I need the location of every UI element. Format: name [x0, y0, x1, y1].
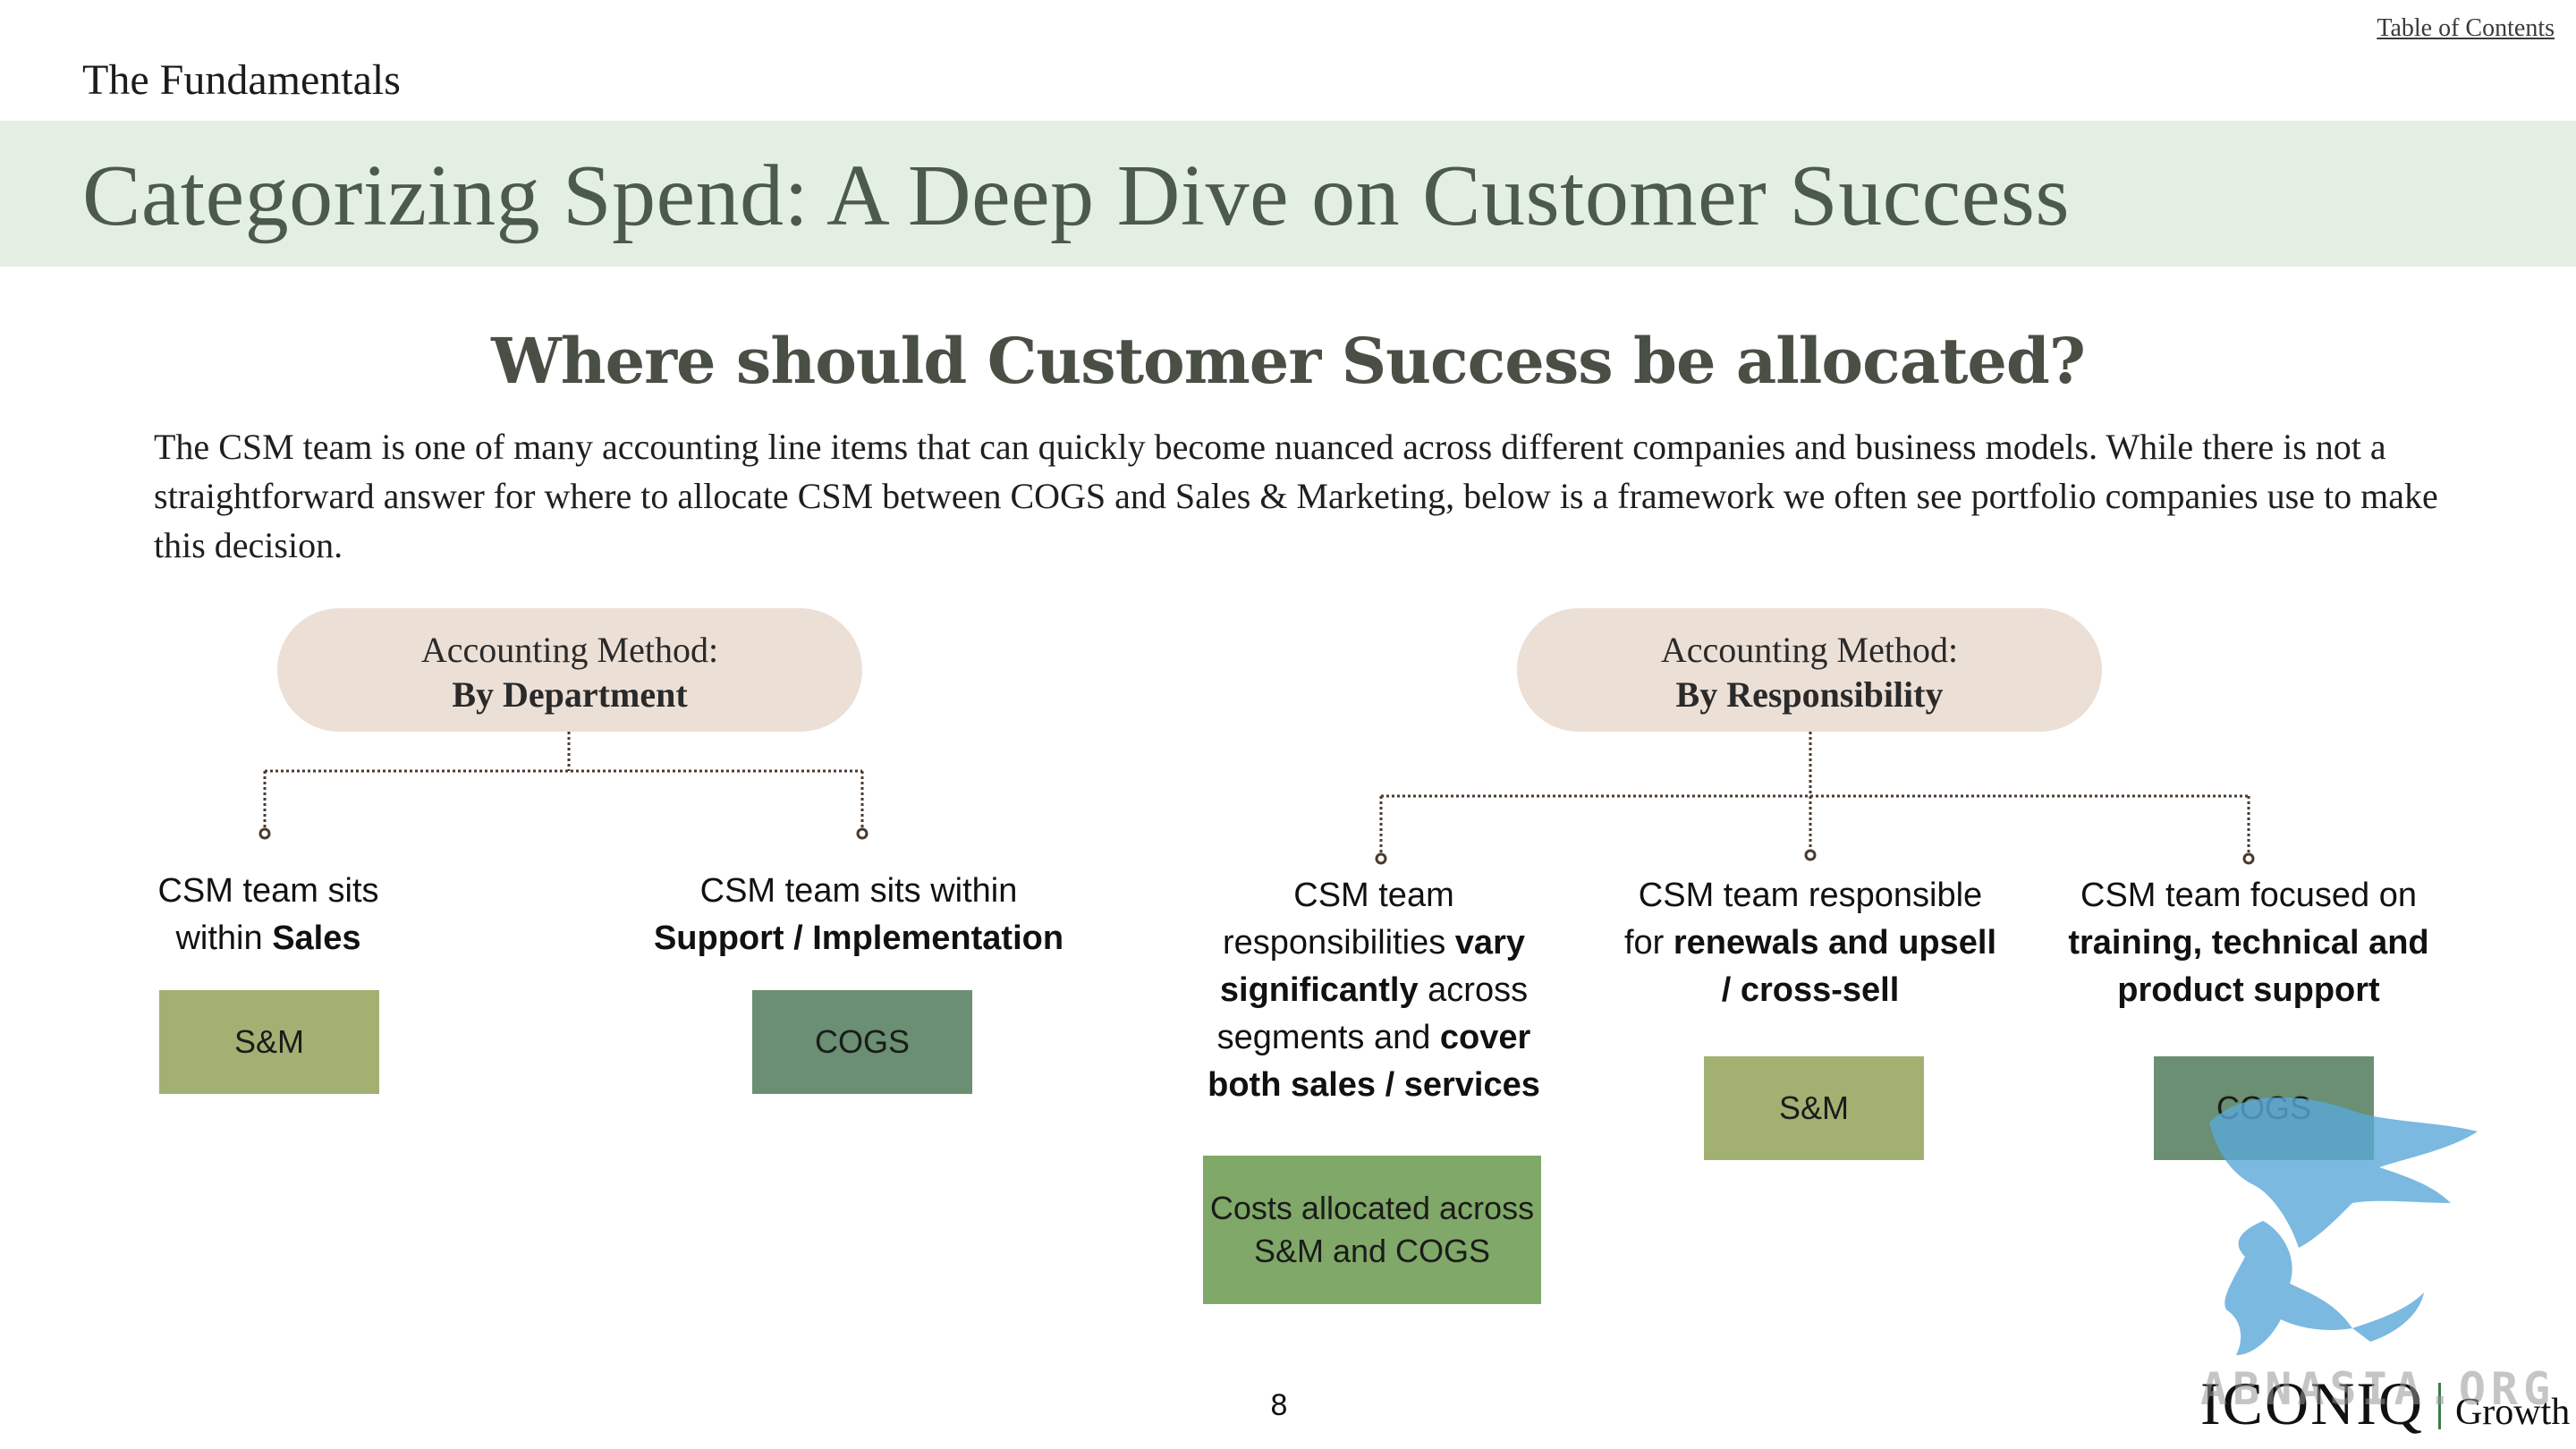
- csm-description-mixed: CSM team responsibilities vary significa…: [1208, 877, 1540, 1104]
- logo-brand: ICONIQ: [2200, 1369, 2424, 1437]
- iconiq-logo: ICONIQ Growth: [2200, 1368, 2570, 1439]
- cogs-tag: COGS: [752, 990, 972, 1094]
- csm-description-renewals: CSM team responsible for renewals and up…: [1623, 877, 1997, 1009]
- question-heading: Where should Customer Success be allocat…: [491, 324, 2086, 398]
- csm-description-support: CSM team sits within Support / Implement…: [653, 872, 1064, 957]
- method-label: Accounting Method:: [1660, 630, 1959, 670]
- page-number: 8: [1270, 1388, 1288, 1422]
- csm-description-sales: CSM team sits within Sales: [157, 872, 379, 957]
- method-label: Accounting Method:: [420, 630, 719, 670]
- csm-description-training: CSM team focused on training, technical …: [2068, 877, 2429, 1009]
- watermark-text: ABNASIA.ORG: [2200, 1363, 2556, 1415]
- section-label: The Fundamentals: [82, 56, 401, 104]
- title-band: Categorizing Spend: A Deep Dive on Custo…: [0, 121, 2576, 267]
- griffin-watermark-icon: [2209, 1097, 2478, 1355]
- page-title: Categorizing Spend: A Deep Dive on Custo…: [82, 148, 2070, 244]
- method-name: By Responsibility: [1675, 674, 1944, 715]
- connector-node: [258, 827, 271, 840]
- connector-node: [856, 827, 869, 840]
- table-of-contents-link[interactable]: Table of Contents: [2377, 14, 2555, 42]
- connector-node: [1375, 852, 1387, 865]
- sm-tag: S&M: [1704, 1056, 1924, 1160]
- method-name: By Department: [452, 674, 688, 715]
- connector-node: [2242, 852, 2255, 865]
- intro-paragraph: The CSM team is one of many accounting l…: [154, 427, 2438, 565]
- logo-sub: Growth: [2454, 1392, 2571, 1433]
- sm-tag: S&M: [159, 990, 379, 1094]
- method-pill-department: Accounting Method: By Department: [277, 608, 862, 732]
- connector-node: [1804, 849, 1817, 861]
- method-pill-responsibility: Accounting Method: By Responsibility: [1517, 608, 2102, 732]
- mixed-allocation-tag: Costs allocated across S&M and COGS: [1203, 1156, 1541, 1304]
